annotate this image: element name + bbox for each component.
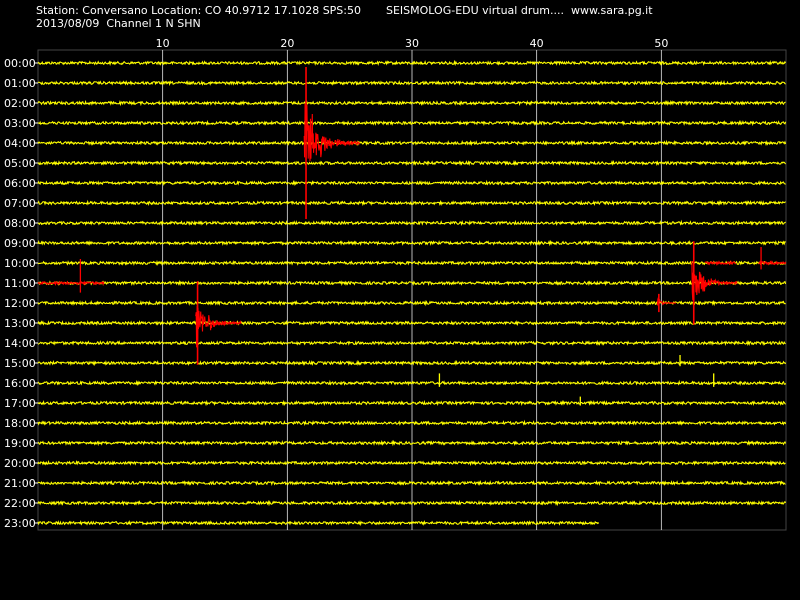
seismic-trace xyxy=(37,259,787,267)
hour-label: 13:00 xyxy=(4,317,36,330)
hour-label: 23:00 xyxy=(4,517,36,530)
minute-tick-label: 10 xyxy=(156,37,170,50)
seismic-trace xyxy=(37,319,787,327)
minute-tick-label: 50 xyxy=(654,37,668,50)
hour-label: 14:00 xyxy=(4,337,36,350)
event-trace-segment xyxy=(37,280,105,287)
seismic-trace xyxy=(37,339,786,347)
hour-label: 20:00 xyxy=(4,457,36,470)
minute-tick-label: 30 xyxy=(405,37,419,50)
seismic-trace xyxy=(37,399,786,407)
minute-tick-label: 20 xyxy=(280,37,294,50)
hour-label: 00:00 xyxy=(4,57,36,70)
hour-label: 15:00 xyxy=(4,357,36,370)
seismic-trace xyxy=(37,379,787,387)
seismic-trace xyxy=(37,299,786,307)
hour-label: 06:00 xyxy=(4,177,36,190)
seismic-trace xyxy=(37,279,787,287)
hour-label: 02:00 xyxy=(4,97,36,110)
hour-label: 16:00 xyxy=(4,377,36,390)
station-info: Station: Conversano Location: CO 40.9712… xyxy=(36,4,361,17)
seismic-trace xyxy=(37,219,786,227)
hour-label: 22:00 xyxy=(4,497,36,510)
hour-label: 09:00 xyxy=(4,237,36,250)
hour-label: 18:00 xyxy=(4,417,36,430)
earthquake-event xyxy=(195,305,242,348)
hour-label: 21:00 xyxy=(4,477,36,490)
seismic-trace xyxy=(37,199,786,207)
hour-label: 01:00 xyxy=(4,77,36,90)
seismic-trace xyxy=(37,79,786,87)
event-trace-segment xyxy=(704,260,737,266)
hour-label: 05:00 xyxy=(4,157,36,170)
seismic-trace xyxy=(37,59,787,67)
seismic-trace xyxy=(37,139,787,147)
earthquake-event xyxy=(303,103,361,162)
seismic-trace xyxy=(37,99,786,107)
earthquake-event xyxy=(656,297,677,307)
event-trace-segment xyxy=(758,260,787,266)
hour-label: 10:00 xyxy=(4,257,36,270)
hour-label: 07:00 xyxy=(4,197,36,210)
hour-label: 19:00 xyxy=(4,437,36,450)
seismic-trace xyxy=(37,119,787,127)
hour-label: 04:00 xyxy=(4,137,36,150)
hour-label: 17:00 xyxy=(4,397,36,410)
earthquake-event xyxy=(691,261,738,301)
seismic-trace xyxy=(37,179,786,187)
seismic-trace xyxy=(37,439,787,447)
seismic-trace xyxy=(37,459,786,467)
date-channel-info: 2013/08/09 Channel 1 N SHN xyxy=(36,17,201,30)
hour-label: 11:00 xyxy=(4,277,36,290)
seismic-trace xyxy=(37,499,787,507)
seismic-trace xyxy=(37,239,786,247)
seismic-trace xyxy=(37,479,786,487)
seismic-trace xyxy=(37,520,600,527)
app-title: SEISMOLOG-EDU virtual drum.... www.sara.… xyxy=(386,4,653,17)
hour-label: 03:00 xyxy=(4,117,36,130)
seismic-trace xyxy=(37,419,787,427)
minute-tick-label: 40 xyxy=(530,37,544,50)
hour-label: 08:00 xyxy=(4,217,36,230)
hour-label: 12:00 xyxy=(4,297,36,310)
seismic-trace xyxy=(37,159,787,167)
seismic-trace xyxy=(37,359,787,367)
